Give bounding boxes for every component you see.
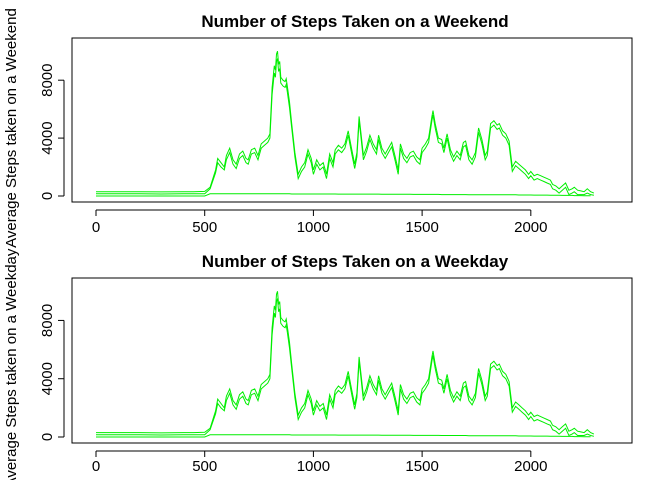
weekday-plot-frame [71, 277, 633, 444]
weekend-y-axis-label: Average Steps taken on a Weekend [3, 8, 20, 248]
weekday-chart-title: Number of Steps Taken on a Weekday [202, 252, 509, 271]
weekend-x-tick-label: 1500 [405, 219, 438, 236]
weekend-x-tick-label: 1000 [297, 219, 330, 236]
weekend-y-tick-label: 4000 [39, 121, 56, 154]
weekend-series-line-1 [96, 51, 595, 194]
weekday-panel: Number of Steps Taken on a Weekday Avera… [3, 248, 633, 485]
weekday-x-tick-label: 0 [92, 458, 100, 475]
weekday-x-tick-label: 1500 [405, 458, 438, 475]
weekend-chart-title: Number of Steps Taken on a Weekend [201, 12, 508, 31]
weekend-x-tick-label: 0 [92, 219, 100, 236]
weekday-y-tick-label: 4000 [39, 362, 56, 395]
weekend-x-tick-label: 500 [192, 219, 217, 236]
weekday-y-axis-label: Average Steps taken on a Weekday [3, 248, 20, 480]
weekday-x-tick-label: 1000 [297, 458, 330, 475]
weekday-x-tick-label: 2000 [514, 458, 547, 475]
weekday-series-line-1 [96, 291, 595, 435]
weekend-plot-frame [71, 37, 633, 203]
weekday-series-line-2 [96, 298, 595, 437]
weekday-y-tick-label: 8000 [39, 304, 56, 337]
weekend-panel: Number of Steps Taken on a Weekend Avera… [3, 8, 633, 248]
weekend-x-tick-label: 2000 [514, 219, 547, 236]
weekday-y-tick-label: 0 [39, 433, 56, 441]
weekend-series-line-2 [96, 58, 595, 196]
weekend-y-tick-label: 0 [39, 192, 56, 200]
weekend-y-tick-label: 8000 [39, 64, 56, 97]
weekday-series-line-3 [96, 434, 591, 438]
weekday-x-tick-label: 500 [192, 458, 217, 475]
weekend-series-line-3 [96, 193, 591, 197]
